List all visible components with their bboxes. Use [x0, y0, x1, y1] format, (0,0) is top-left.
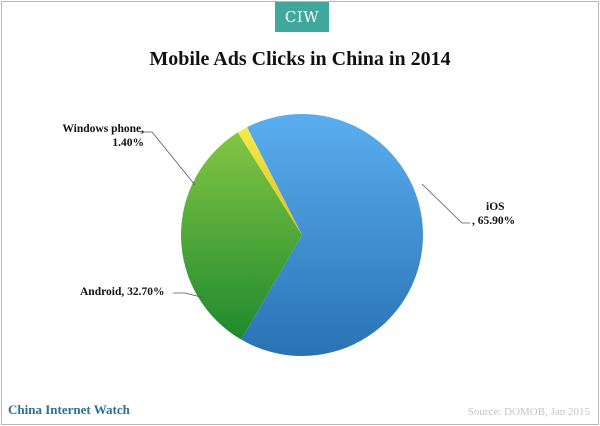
- label-windows-phone: Windows phone, 1.40%: [56, 122, 144, 150]
- label-ios-value: , 65.90%: [472, 215, 516, 227]
- footer-source: Source: DOMOB, Jan 2015: [467, 406, 590, 418]
- ciw-badge: CIW: [275, 2, 329, 32]
- label-ios-name: iOS: [486, 201, 505, 213]
- pie-slice-android: [181, 132, 302, 340]
- pie-slice-ios: [241, 113, 423, 357]
- label-android: Android, 32.70%: [80, 286, 165, 298]
- chart-title: Mobile Ads Clicks in China in 2014: [149, 48, 451, 70]
- label-windows-phone-value: 1.40%: [112, 137, 144, 149]
- pie-slice-windows-phone: [237, 127, 302, 235]
- leader-line-android: [173, 292, 206, 299]
- leader-line-ios: [421, 183, 470, 224]
- leader-line-windows-phone: [140, 131, 196, 186]
- footer-brand: China Internet Watch: [8, 402, 130, 417]
- label-windows-phone-name: Windows phone,: [62, 123, 144, 135]
